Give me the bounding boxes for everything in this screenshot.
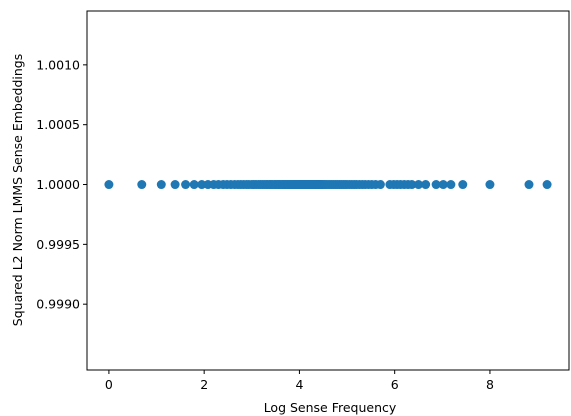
- data-point: [524, 180, 534, 190]
- data-point: [431, 180, 441, 190]
- y-tick-label: 1.0005: [36, 117, 80, 132]
- x-tick-label: 2: [200, 377, 208, 392]
- data-point: [421, 180, 431, 190]
- x-tick-label: 8: [486, 377, 494, 392]
- y-tick-label: 1.0000: [36, 177, 80, 192]
- data-point: [485, 180, 495, 190]
- data-point: [197, 180, 207, 190]
- data-point: [542, 180, 552, 190]
- data-point: [407, 180, 417, 190]
- y-axis-label: Squared L2 Norm LMMS Sense Embeddings: [10, 54, 25, 326]
- data-point: [375, 180, 385, 190]
- data-point: [137, 180, 147, 190]
- data-point: [170, 180, 180, 190]
- x-axis-label: Log Sense Frequency: [264, 400, 397, 415]
- x-tick-label: 4: [295, 377, 303, 392]
- x-axis-ticks: 0 2 4 6 8: [105, 370, 494, 392]
- data-point: [181, 180, 191, 190]
- data-points: [104, 180, 552, 190]
- y-tick-label: 0.9990: [36, 297, 80, 312]
- data-point: [156, 180, 166, 190]
- x-tick-label: 0: [105, 377, 113, 392]
- y-axis-ticks: 0.9990 0.9995 1.0000 1.0005 1.0010: [36, 57, 87, 312]
- y-tick-label: 0.9995: [36, 237, 80, 252]
- data-point: [189, 180, 199, 190]
- x-tick-label: 6: [391, 377, 399, 392]
- data-point: [446, 180, 456, 190]
- data-point: [413, 180, 423, 190]
- data-point: [104, 180, 114, 190]
- data-point: [438, 180, 448, 190]
- y-tick-label: 1.0010: [36, 57, 80, 72]
- plot-frame: [86, 10, 570, 371]
- data-point: [458, 180, 468, 190]
